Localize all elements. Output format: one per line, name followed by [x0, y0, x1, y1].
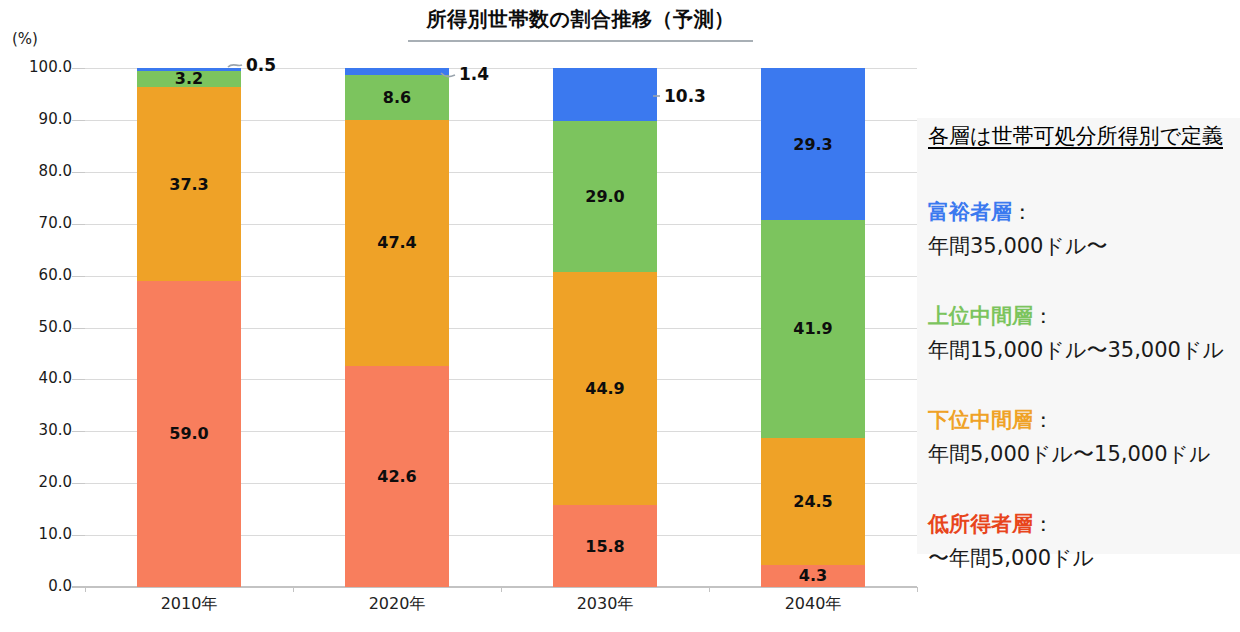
- y-axis-label: 10.0: [14, 525, 72, 543]
- bar-value-label: 41.9: [793, 319, 832, 338]
- bar-segment-下位中間層: 47.4: [345, 120, 449, 366]
- chart-page: { "title": "所得別世帯数の割合推移（予測）", "y_axis": …: [0, 0, 1240, 632]
- legend-term: 低所得者層: [928, 512, 1033, 536]
- x-axis-tick: [917, 587, 918, 592]
- y-axis-tick: [72, 224, 85, 225]
- legend-description: 〜年間5,000ドル: [928, 542, 1240, 574]
- legend-panel: 各層は世帯可処分所得別で定義 富裕者層：年間35,000ドル〜上位中間層：年間1…: [917, 118, 1240, 554]
- legend-colon: ：: [1033, 512, 1054, 536]
- x-axis-label-2030年: 2030年: [501, 594, 709, 615]
- bar-segment-上位中間層: 3.2: [137, 71, 241, 88]
- x-axis-tick: [501, 587, 502, 592]
- y-axis-label: 40.0: [14, 369, 72, 387]
- bar-value-label: 29.0: [585, 187, 624, 206]
- legend-term: 上位中間層: [928, 304, 1033, 328]
- legend-description: 年間35,000ドル〜: [928, 230, 1240, 262]
- bar-value-label: 42.6: [377, 467, 416, 486]
- y-axis-label: 90.0: [14, 110, 72, 128]
- legend-item-上位中間層: 上位中間層： 年間15,000ドル〜35,000ドル: [928, 300, 1240, 366]
- y-axis-tick: [72, 483, 85, 484]
- y-axis-tick: [72, 120, 85, 121]
- y-axis-label: 0.0: [14, 577, 72, 595]
- bar-segment-上位中間層: 41.9: [761, 220, 865, 437]
- plot-area: 59.0 37.3 3.2 42.6 47.4 8.6 15.8 44.9 29.0 4.3 24.…: [85, 68, 917, 587]
- y-axis-tick: [72, 172, 85, 173]
- y-axis-label: 50.0: [14, 318, 72, 336]
- y-axis-label: 30.0: [14, 421, 72, 439]
- bar-segment-富裕者層: 29.3: [761, 68, 865, 220]
- bar-segment-低所得者層: 59.0: [137, 281, 241, 587]
- bar-value-label: 15.8: [585, 537, 624, 556]
- legend-description: 年間15,000ドル〜35,000ドル: [928, 334, 1240, 366]
- legend-colon: ：: [1012, 200, 1033, 224]
- y-axis-label: 80.0: [14, 162, 72, 180]
- bar-segment-富裕者層: [345, 68, 449, 75]
- y-axis-label: 70.0: [14, 214, 72, 232]
- legend-term: 下位中間層: [928, 408, 1033, 432]
- y-axis-tick: [72, 276, 85, 277]
- legend-term: 富裕者層: [928, 200, 1012, 224]
- legend-item-下位中間層: 下位中間層： 年間5,000ドル〜15,000ドル: [928, 404, 1240, 470]
- y-axis-label: 20.0: [14, 473, 72, 491]
- x-axis-tick: [709, 587, 710, 592]
- x-axis-label-2020年: 2020年: [293, 594, 501, 615]
- legend-item-富裕者層: 富裕者層： 年間35,000ドル〜: [928, 196, 1240, 262]
- legend-items: 富裕者層：年間35,000ドル〜上位中間層：年間15,000ドル〜35,000ド…: [928, 196, 1240, 574]
- bar-value-label: 24.5: [793, 492, 832, 511]
- chart-title-underline: 所得別世帯数の割合推移（予測）: [408, 6, 753, 42]
- bar-segment-上位中間層: 29.0: [553, 121, 657, 272]
- x-axis-tick: [293, 587, 294, 592]
- bar-segment-富裕者層: [137, 68, 241, 71]
- y-axis-unit-label: (%): [12, 30, 38, 48]
- chart-title: 所得別世帯数の割合推移（予測）: [427, 7, 735, 31]
- callout-label-2020: 1.4: [459, 64, 489, 84]
- y-axis-tick: [72, 68, 85, 69]
- stacked-bar-2020年: 42.6 47.4 8.6: [345, 68, 449, 587]
- y-axis-label: 60.0: [14, 266, 72, 284]
- bar-value-label: 37.3: [169, 175, 208, 194]
- leader-line-2010: [228, 65, 242, 67]
- bar-segment-下位中間層: 37.3: [137, 87, 241, 281]
- bar-segment-低所得者層: 42.6: [345, 366, 449, 587]
- legend-colon: ：: [1033, 408, 1054, 432]
- legend-description: 年間5,000ドル〜15,000ドル: [928, 438, 1240, 470]
- legend-item-低所得者層: 低所得者層： 〜年間5,000ドル: [928, 508, 1240, 574]
- y-axis-tick: [72, 328, 85, 329]
- x-axis-label-2010年: 2010年: [85, 594, 293, 615]
- stacked-bar-2010年: 59.0 37.3 3.2: [137, 68, 241, 587]
- bar-segment-下位中間層: 44.9: [553, 272, 657, 505]
- bar-value-label: 3.2: [175, 69, 203, 88]
- bar-segment-下位中間層: 24.5: [761, 438, 865, 565]
- x-axis-label-2040年: 2040年: [709, 594, 917, 615]
- bar-value-label: 8.6: [383, 88, 411, 107]
- bar-value-label: 29.3: [793, 135, 832, 154]
- stacked-bar-2030年: 15.8 44.9 29.0: [553, 68, 657, 587]
- bar-value-label: 59.0: [169, 424, 208, 443]
- y-axis-label: 100.0: [14, 58, 72, 76]
- legend-colon: ：: [1033, 304, 1054, 328]
- bar-value-label: 47.4: [377, 233, 416, 252]
- callout-label-2030: 10.3: [664, 86, 706, 106]
- x-axis-tick: [85, 587, 86, 592]
- bar-segment-上位中間層: 8.6: [345, 75, 449, 120]
- y-axis-tick: [72, 535, 85, 536]
- bar-segment-低所得者層: 15.8: [553, 505, 657, 587]
- stacked-bar-2040年: 4.3 24.5 41.9 29.3: [761, 68, 865, 587]
- bar-segment-富裕者層: [553, 68, 657, 121]
- bar-segment-低所得者層: 4.3: [761, 565, 865, 587]
- callout-label-2010: 0.5: [246, 55, 276, 75]
- y-axis-tick: [72, 431, 85, 432]
- legend-heading: 各層は世帯可処分所得別で定義: [928, 122, 1240, 150]
- bar-value-label: 44.9: [585, 379, 624, 398]
- bar-value-label: 4.3: [799, 566, 827, 585]
- y-axis-tick: [72, 379, 85, 380]
